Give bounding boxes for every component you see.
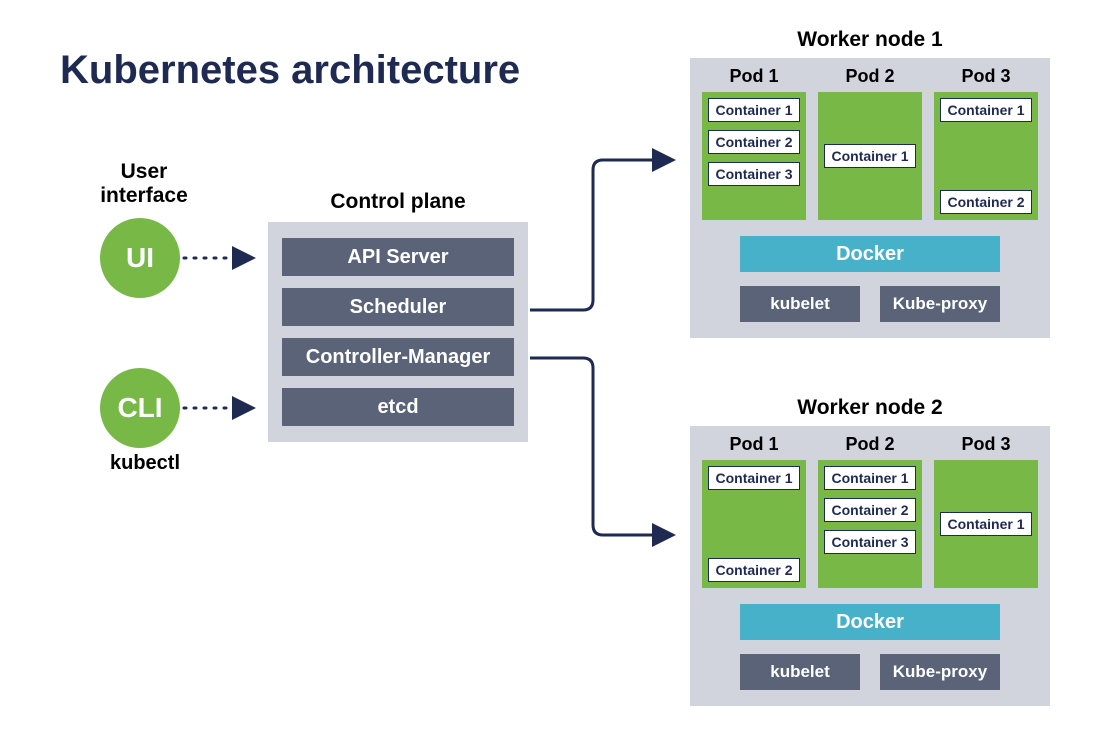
w2-kubelet-bar: kubelet: [740, 654, 860, 690]
control-plane-bar-controller: Controller-Manager: [282, 338, 514, 376]
w2-kubeproxy-bar: Kube-proxy: [880, 654, 1000, 690]
w1-pod3-label: Pod 3: [934, 66, 1038, 87]
w1-kubelet-bar: kubelet: [740, 286, 860, 322]
ui-circle-label: UI: [126, 242, 154, 274]
control-plane-heading: Control plane: [268, 190, 528, 214]
w2-pod2-c2: Container 2: [824, 498, 916, 522]
arrow-control-to-worker1: [528, 150, 688, 330]
w1-pod1-c1: Container 1: [708, 98, 800, 122]
worker1-title: Worker node 1: [690, 28, 1050, 52]
control-plane-bar-etcd: etcd: [282, 388, 514, 426]
w2-pod3-c1: Container 1: [940, 512, 1032, 536]
cli-circle-label: CLI: [117, 392, 162, 424]
kubectl-label: kubectl: [100, 452, 190, 475]
w2-pod3-label: Pod 3: [934, 434, 1038, 455]
w1-pod1-c2: Container 2: [708, 130, 800, 154]
w2-pod1-label: Pod 1: [702, 434, 806, 455]
arrow-ui-to-control: [184, 248, 264, 268]
control-plane-bar-api: API Server: [282, 238, 514, 276]
arrow-control-to-worker2: [528, 350, 688, 550]
w2-pod1-c2: Container 2: [708, 558, 800, 582]
w1-docker-bar: Docker: [740, 236, 1000, 272]
w2-docker-bar: Docker: [740, 604, 1000, 640]
w2-pod1-c1: Container 1: [708, 466, 800, 490]
control-plane-bar-scheduler: Scheduler: [282, 288, 514, 326]
w1-kubeproxy-bar: Kube-proxy: [880, 286, 1000, 322]
diagram-title: Kubernetes architecture: [60, 48, 520, 93]
user-interface-heading: User interface: [84, 160, 204, 208]
w1-pod3-c1: Container 1: [940, 98, 1032, 122]
ui-circle: UI: [100, 218, 180, 298]
w1-pod1-label: Pod 1: [702, 66, 806, 87]
w1-pod2-c1: Container 1: [824, 144, 916, 168]
arrow-cli-to-control: [184, 398, 264, 418]
w2-pod2-c1: Container 1: [824, 466, 916, 490]
w1-pod3-c2: Container 2: [940, 190, 1032, 214]
worker2-title: Worker node 2: [690, 396, 1050, 420]
w1-pod1-c3: Container 3: [708, 162, 800, 186]
w2-pod2-c3: Container 3: [824, 530, 916, 554]
w2-pod2-label: Pod 2: [818, 434, 922, 455]
cli-circle: CLI: [100, 368, 180, 448]
w1-pod2-label: Pod 2: [818, 66, 922, 87]
